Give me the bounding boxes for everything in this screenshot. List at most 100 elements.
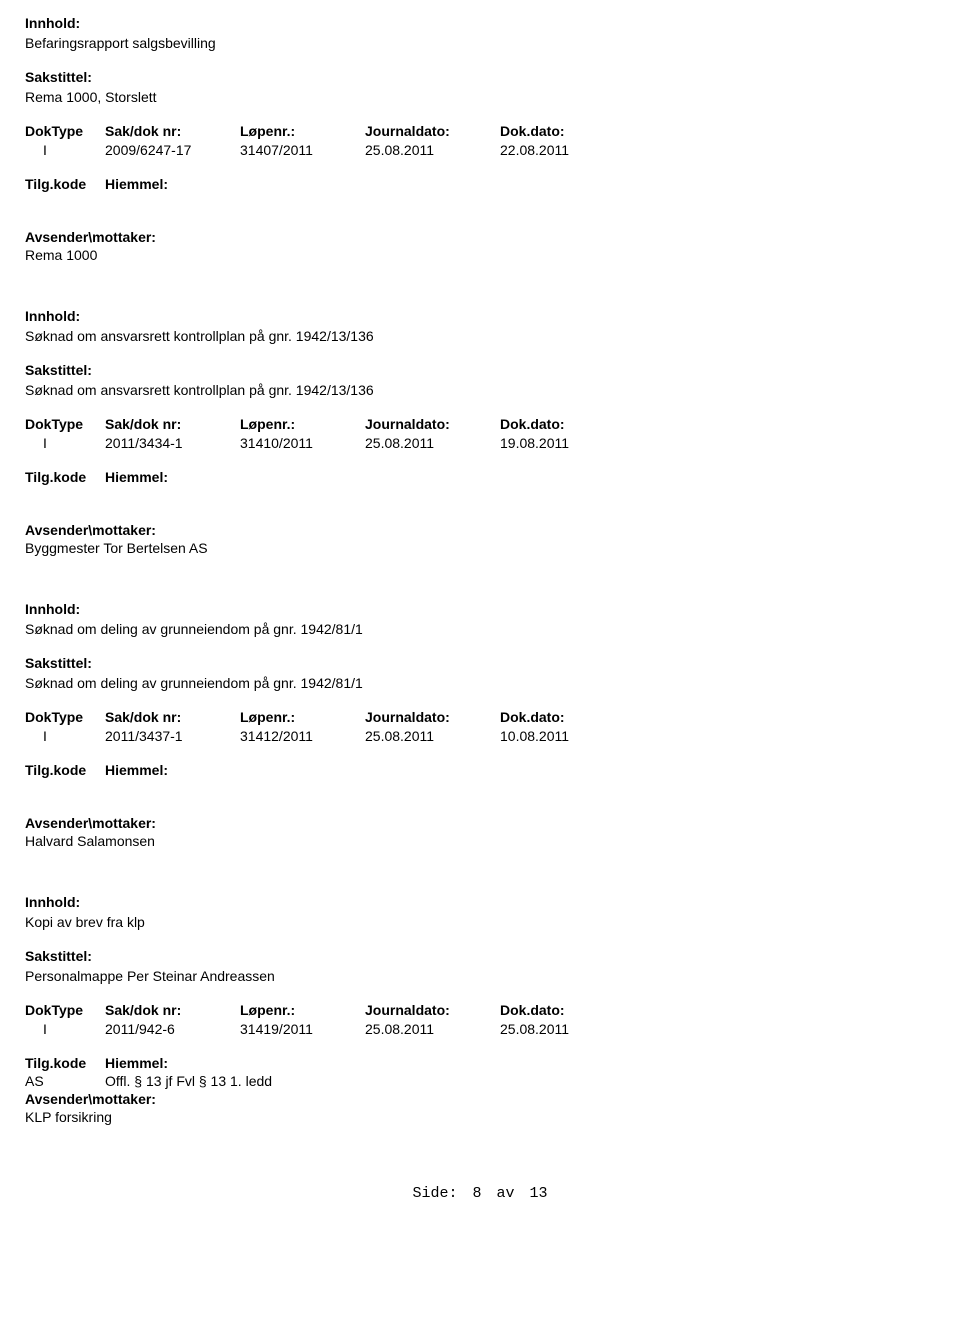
- avsender-value: Rema 1000: [25, 247, 935, 263]
- journaldato-header: Journaldato:: [365, 416, 500, 432]
- dokdato-value: 10.08.2011: [500, 728, 630, 744]
- doktype-header: DokType: [25, 123, 105, 139]
- table-row: I 2011/942-6 31419/2011 25.08.2011 25.08…: [25, 1021, 935, 1037]
- journal-entry: Innhold: Søknad om deling av grunneiendo…: [25, 601, 935, 849]
- lopenr-value: 31410/2011: [240, 435, 365, 451]
- dokdato-header: Dok.dato:: [500, 709, 630, 725]
- avsender-label: Avsender\mottaker:: [25, 815, 935, 831]
- innhold-text: Befaringsrapport salgsbevilling: [25, 35, 935, 51]
- lopenr-header: Løpenr.:: [240, 1002, 365, 1018]
- sakstittel-text: Personalmappe Per Steinar Andreassen: [25, 968, 935, 984]
- avsender-label: Avsender\mottaker:: [25, 522, 935, 538]
- lopenr-header: Løpenr.:: [240, 123, 365, 139]
- tilgkode-row: Tilg.kode Hiemmel:: [25, 469, 935, 485]
- journaldato-value: 25.08.2011: [365, 142, 500, 158]
- lopenr-header: Løpenr.:: [240, 416, 365, 432]
- footer-prefix: Side:: [412, 1185, 457, 1202]
- avsender-section: Avsender\mottaker: KLP forsikring: [25, 1091, 935, 1125]
- tilgkode-row: Tilg.kode Hiemmel:: [25, 1055, 935, 1071]
- innhold-text: Søknad om deling av grunneiendom på gnr.…: [25, 621, 935, 637]
- journaldato-header: Journaldato:: [365, 1002, 500, 1018]
- journaldato-header: Journaldato:: [365, 709, 500, 725]
- dokdato-value: 19.08.2011: [500, 435, 630, 451]
- journal-entry: Innhold: Kopi av brev fra klp Sakstittel…: [25, 894, 935, 1125]
- table-row: I 2009/6247-17 31407/2011 25.08.2011 22.…: [25, 142, 935, 158]
- avsender-label: Avsender\mottaker:: [25, 229, 935, 245]
- sakstittel-label: Sakstittel:: [25, 362, 935, 378]
- journaldato-value: 25.08.2011: [365, 435, 500, 451]
- journaldato-header: Journaldato:: [365, 123, 500, 139]
- tilgkode-label: Tilg.kode: [25, 469, 105, 485]
- doktype-header: DokType: [25, 709, 105, 725]
- table-row: I 2011/3434-1 31410/2011 25.08.2011 19.0…: [25, 435, 935, 451]
- page-footer: Side: 8 av 13: [25, 1185, 935, 1202]
- avsender-section: Avsender\mottaker: Halvard Salamonsen: [25, 815, 935, 849]
- doktype-header: DokType: [25, 1002, 105, 1018]
- avsender-label: Avsender\mottaker:: [25, 1091, 935, 1107]
- footer-page: 8: [472, 1185, 481, 1202]
- lopenr-header: Løpenr.:: [240, 709, 365, 725]
- sakstittel-text: Søknad om deling av grunneiendom på gnr.…: [25, 675, 935, 691]
- hiemmel-label: Hiemmel:: [105, 469, 168, 485]
- avsender-value: Byggmester Tor Bertelsen AS: [25, 540, 935, 556]
- tilgkode-row: Tilg.kode Hiemmel:: [25, 762, 935, 778]
- dokdato-header: Dok.dato:: [500, 416, 630, 432]
- footer-total: 13: [530, 1185, 548, 1202]
- journal-entry: Innhold: Befaringsrapport salgsbevilling…: [25, 15, 935, 263]
- hiemmel-value: Offl. § 13 jf Fvl § 13 1. ledd: [105, 1073, 935, 1089]
- innhold-text: Kopi av brev fra klp: [25, 914, 935, 930]
- doktype-value: I: [25, 728, 105, 744]
- tilgkode-label: Tilg.kode: [25, 762, 105, 778]
- tilgkode-values: AS Offl. § 13 jf Fvl § 13 1. ledd: [25, 1073, 935, 1089]
- saknr-header: Sak/dok nr:: [105, 709, 240, 725]
- footer-sep: av: [497, 1185, 515, 1202]
- saknr-header: Sak/dok nr:: [105, 1002, 240, 1018]
- sakstittel-label: Sakstittel:: [25, 655, 935, 671]
- innhold-label: Innhold:: [25, 308, 935, 324]
- journaldato-value: 25.08.2011: [365, 728, 500, 744]
- tilgkode-value: AS: [25, 1073, 105, 1089]
- dokdato-value: 22.08.2011: [500, 142, 630, 158]
- dokdato-header: Dok.dato:: [500, 123, 630, 139]
- saknr-header: Sak/dok nr:: [105, 416, 240, 432]
- journaldato-value: 25.08.2011: [365, 1021, 500, 1037]
- innhold-text: Søknad om ansvarsrett kontrollplan på gn…: [25, 328, 935, 344]
- journal-entry: Innhold: Søknad om ansvarsrett kontrollp…: [25, 308, 935, 556]
- doktype-value: I: [25, 1021, 105, 1037]
- dokdato-header: Dok.dato:: [500, 1002, 630, 1018]
- innhold-label: Innhold:: [25, 15, 935, 31]
- avsender-section: Avsender\mottaker: Rema 1000: [25, 229, 935, 263]
- avsender-value: Halvard Salamonsen: [25, 833, 935, 849]
- tilgkode-row: Tilg.kode Hiemmel:: [25, 176, 935, 192]
- tilgkode-label: Tilg.kode: [25, 1055, 105, 1071]
- sakstittel-text: Søknad om ansvarsrett kontrollplan på gn…: [25, 382, 935, 398]
- saknr-value: 2011/3434-1: [105, 435, 240, 451]
- sakstittel-text: Rema 1000, Storslett: [25, 89, 935, 105]
- table-header: DokType Sak/dok nr: Løpenr.: Journaldato…: [25, 709, 935, 725]
- hiemmel-label: Hiemmel:: [105, 1055, 168, 1071]
- lopenr-value: 31407/2011: [240, 142, 365, 158]
- document-container: Innhold: Befaringsrapport salgsbevilling…: [25, 15, 935, 1202]
- dokdato-value: 25.08.2011: [500, 1021, 630, 1037]
- sakstittel-label: Sakstittel:: [25, 69, 935, 85]
- hiemmel-label: Hiemmel:: [105, 762, 168, 778]
- saknr-value: 2011/3437-1: [105, 728, 240, 744]
- table-header: DokType Sak/dok nr: Løpenr.: Journaldato…: [25, 123, 935, 139]
- avsender-value: KLP forsikring: [25, 1109, 935, 1125]
- sakstittel-label: Sakstittel:: [25, 948, 935, 964]
- table-header: DokType Sak/dok nr: Løpenr.: Journaldato…: [25, 416, 935, 432]
- table-header: DokType Sak/dok nr: Løpenr.: Journaldato…: [25, 1002, 935, 1018]
- saknr-header: Sak/dok nr:: [105, 123, 240, 139]
- innhold-label: Innhold:: [25, 601, 935, 617]
- saknr-value: 2009/6247-17: [105, 142, 240, 158]
- doktype-value: I: [25, 435, 105, 451]
- saknr-value: 2011/942-6: [105, 1021, 240, 1037]
- tilgkode-label: Tilg.kode: [25, 176, 105, 192]
- avsender-section: Avsender\mottaker: Byggmester Tor Bertel…: [25, 522, 935, 556]
- doktype-header: DokType: [25, 416, 105, 432]
- innhold-label: Innhold:: [25, 894, 935, 910]
- lopenr-value: 31419/2011: [240, 1021, 365, 1037]
- hiemmel-label: Hiemmel:: [105, 176, 168, 192]
- table-row: I 2011/3437-1 31412/2011 25.08.2011 10.0…: [25, 728, 935, 744]
- doktype-value: I: [25, 142, 105, 158]
